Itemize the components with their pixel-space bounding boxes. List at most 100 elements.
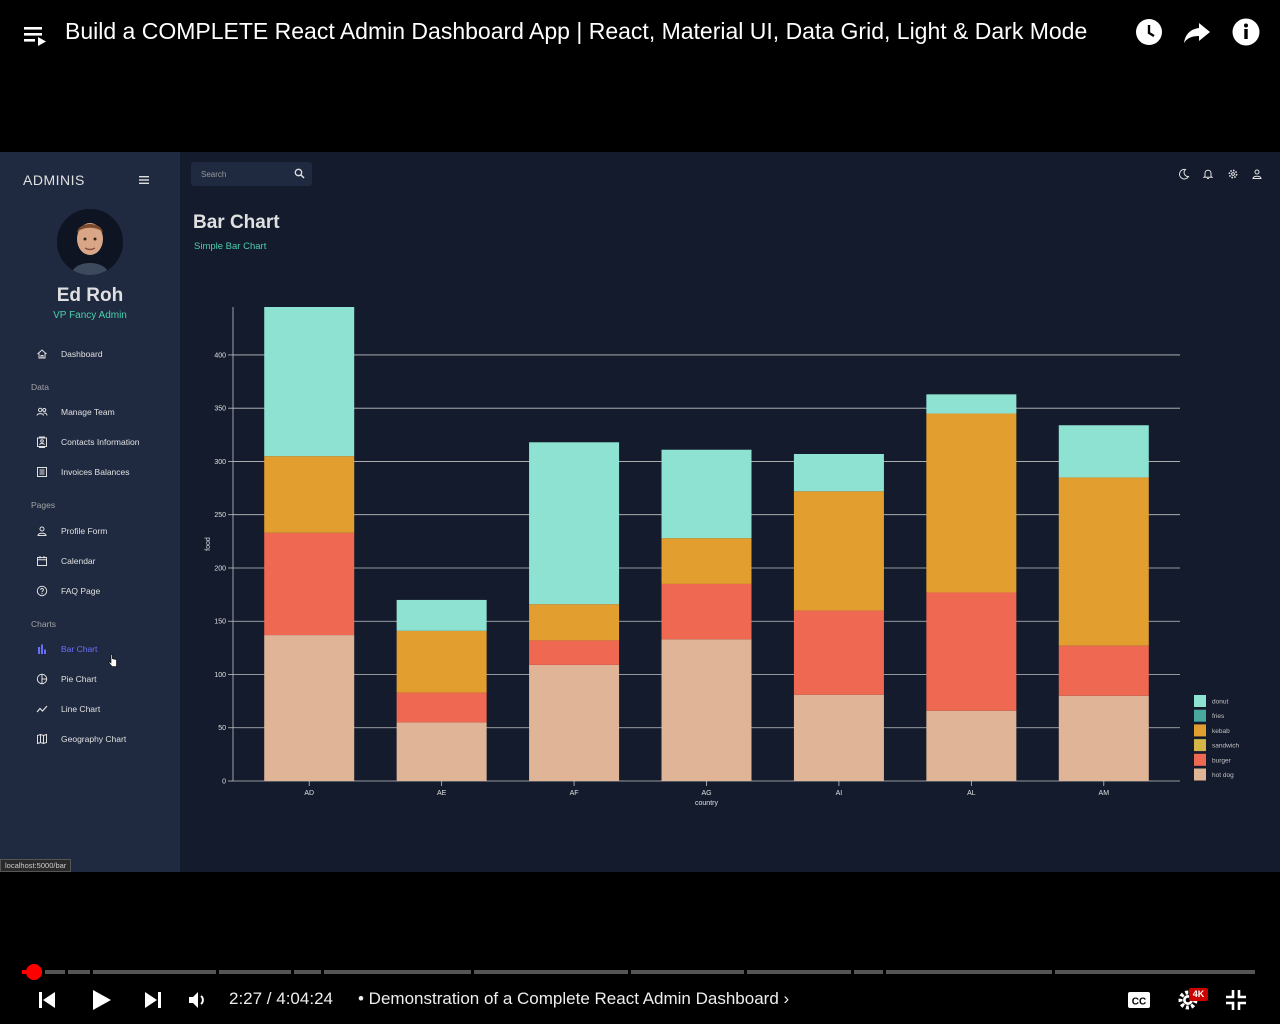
video-title[interactable]: Build a COMPLETE React Admin Dashboard A…: [65, 18, 1088, 44]
bar-donut: [926, 394, 1017, 414]
x-tick-label: AD: [304, 790, 314, 797]
y-axis-label: food: [205, 537, 212, 551]
bar-kebab: [529, 604, 620, 641]
settings-icon[interactable]: [1227, 168, 1239, 180]
scrubber-handle[interactable]: [26, 964, 43, 980]
sidebar-item-label: Calendar: [61, 556, 96, 566]
info-icon[interactable]: [1231, 17, 1261, 47]
brand-logo: ADMINIS: [23, 172, 85, 188]
search-icon[interactable]: [294, 168, 305, 179]
avatar-icon: [57, 209, 123, 275]
sidebar-section-pages: Pages: [31, 500, 56, 510]
sidebar-item-label: Pie Chart: [61, 674, 97, 684]
bar-kebab: [661, 538, 752, 584]
bar-burger: [396, 692, 487, 723]
chapter-title[interactable]: • Demonstration of a Complete React Admi…: [358, 989, 790, 1008]
legend-label: hot dog: [1212, 772, 1234, 779]
notifications-icon[interactable]: [1202, 168, 1214, 180]
menu-icon[interactable]: [138, 174, 150, 186]
y-tick-label: 350: [214, 406, 226, 413]
legend-label: donut: [1212, 699, 1228, 706]
calendar-icon: [37, 556, 47, 566]
sidebar-item-calendar[interactable]: Calendar: [36, 553, 96, 569]
bar-kebab: [793, 491, 884, 611]
sidebar-item-faq[interactable]: FAQ Page: [36, 583, 100, 599]
bar-hot-dog: [793, 694, 884, 781]
next-icon[interactable]: [143, 990, 163, 1010]
sidebar-item-label: Geography Chart: [61, 734, 127, 744]
x-tick-label: AG: [701, 790, 711, 797]
bar-burger: [926, 592, 1017, 711]
exit-fullscreen-icon[interactable]: [1225, 989, 1247, 1011]
share-icon[interactable]: [1182, 17, 1212, 47]
map-icon: [37, 733, 47, 745]
y-tick-label: 150: [214, 619, 226, 626]
sidebar-item-contacts[interactable]: Contacts Information: [36, 434, 139, 450]
cursor-icon: [108, 654, 117, 667]
sidebar-item-line-chart[interactable]: Line Chart: [36, 701, 100, 717]
page-title: Bar Chart: [193, 212, 280, 233]
bar-chart: 0 50 100 150 200 250 300 350 400 AD AE AF AG AI AL AM co…: [205, 307, 1239, 807]
profile-icon[interactable]: [1251, 168, 1263, 180]
legend-label: fries: [1212, 713, 1225, 720]
legend-label: burger: [1212, 757, 1232, 764]
y-tick-label: 0: [222, 779, 226, 786]
progress-bar[interactable]: [22, 964, 1258, 980]
bar-hot-dog: [661, 639, 752, 781]
legend-label: sandwich: [1212, 743, 1239, 750]
y-tick-label: 400: [214, 352, 226, 359]
svg-text:CC: CC: [1132, 997, 1146, 1008]
bar-hot-dog: [529, 664, 620, 781]
sidebar-item-label: Dashboard: [61, 349, 103, 359]
legend-swatch: [1194, 695, 1206, 707]
sidebar-item-label: FAQ Page: [61, 586, 101, 596]
search-box: [191, 162, 312, 186]
previous-icon[interactable]: [37, 990, 57, 1010]
legend-swatch: [1194, 709, 1206, 722]
people-icon: [36, 407, 48, 416]
bar-kebab: [264, 456, 355, 533]
sidebar-item-profile-form[interactable]: Profile Form: [36, 523, 107, 539]
playlist-icon[interactable]: [22, 20, 50, 48]
bar-burger: [1058, 645, 1149, 696]
legend-swatch: [1194, 739, 1206, 752]
legend-swatch: [1194, 753, 1206, 766]
admin-app: ADMINIS Ed Roh VP Fancy Admin Dashboard …: [0, 152, 1280, 872]
sidebar-item-label: Line Chart: [61, 704, 101, 714]
sidebar-item-invoices[interactable]: Invoices Balances: [36, 464, 130, 480]
sidebar-item-bar-chart[interactable]: Bar Chart: [36, 641, 97, 657]
receipt-icon: [37, 467, 47, 477]
sidebar-item-manage-team[interactable]: Manage Team: [36, 404, 115, 420]
captions-icon[interactable]: CC: [1127, 990, 1151, 1010]
y-tick-label: 250: [214, 512, 226, 519]
sidebar-section-data: Data: [31, 382, 49, 392]
video-top-bar: Build a COMPLETE React Admin Dashboard A…: [0, 0, 1280, 70]
user-name: Ed Roh: [56, 285, 124, 306]
search-input[interactable]: [201, 167, 291, 181]
help-icon: [36, 585, 48, 597]
play-icon[interactable]: [90, 988, 112, 1012]
quality-badge: 4K: [1189, 988, 1208, 1001]
dark-mode-icon[interactable]: [1178, 168, 1190, 180]
sidebar-item-geography-chart[interactable]: Geography Chart: [36, 731, 126, 747]
volume-icon[interactable]: [187, 990, 209, 1010]
bar-kebab: [1058, 477, 1149, 646]
sidebar-item-label: Bar Chart: [61, 644, 98, 654]
legend-swatch: [1194, 768, 1206, 781]
y-tick-label: 200: [214, 565, 226, 572]
sidebar-item-dashboard[interactable]: Dashboard: [36, 346, 103, 362]
sidebar-item-label: Invoices Balances: [61, 467, 130, 477]
bar-donut: [396, 599, 487, 631]
line-chart-icon: [36, 705, 48, 713]
legend-label: kebab: [1212, 728, 1230, 735]
x-tick-label: AM: [1099, 790, 1110, 797]
bar-chart-icon: [38, 644, 46, 654]
bar-donut: [264, 307, 355, 457]
watch-later-icon[interactable]: [1134, 17, 1164, 47]
sidebar-item-label: Manage Team: [61, 407, 115, 417]
sidebar-section-charts: Charts: [31, 619, 57, 629]
time-display: 2:27 / 4:04:24: [229, 989, 333, 1008]
sidebar-item-pie-chart[interactable]: Pie Chart: [36, 671, 96, 687]
x-tick-label: AL: [967, 790, 976, 797]
bar-kebab: [926, 413, 1017, 593]
